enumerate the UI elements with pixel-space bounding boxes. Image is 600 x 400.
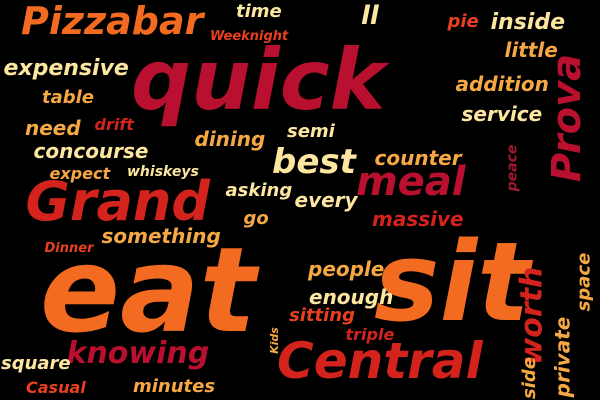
word-expect: expect xyxy=(49,164,111,183)
word-table: table xyxy=(42,87,95,108)
word-addition: addition xyxy=(455,72,549,96)
word-sit: sit xyxy=(374,218,530,346)
word-pie: pie xyxy=(447,11,479,32)
word-need: need xyxy=(25,116,81,140)
word-drift: drift xyxy=(94,115,134,134)
word-square: square xyxy=(1,353,71,374)
word-grand: Grand xyxy=(25,170,211,233)
word-knowing: knowing xyxy=(66,336,210,371)
word-whiskeys: whiskeys xyxy=(127,164,199,180)
word-dinner: Dinner xyxy=(44,240,94,256)
word-kids: Kids xyxy=(267,326,281,354)
word-time: time xyxy=(236,1,282,22)
word-central: Central xyxy=(277,332,483,390)
word-quick: quick xyxy=(131,31,386,129)
word-something: something xyxy=(101,224,221,248)
word-concourse: concourse xyxy=(33,139,149,163)
word-inside: inside xyxy=(490,10,566,35)
word-weeknight: Weeknight xyxy=(210,28,289,44)
word-best: best xyxy=(272,142,356,182)
word-casual: Casual xyxy=(26,378,86,397)
word-go: go xyxy=(243,208,269,229)
word-ll: ll xyxy=(361,1,379,31)
word-massive: massive xyxy=(372,207,464,231)
word-eat: eat xyxy=(40,221,257,359)
word-side: side xyxy=(518,357,540,399)
word-asking: asking xyxy=(225,180,293,201)
word-meal: meal xyxy=(356,159,466,205)
word-expensive: expensive xyxy=(3,56,129,81)
word-peace: peace xyxy=(503,144,520,192)
word-dining: dining xyxy=(194,127,266,151)
word-space: space xyxy=(572,252,594,312)
word-semi: semi xyxy=(287,121,335,142)
word-private: private xyxy=(549,316,574,398)
word-every: every xyxy=(294,188,358,212)
word-service: service xyxy=(461,102,543,126)
word-worth: worth xyxy=(513,266,549,366)
word-prova: Prova xyxy=(544,53,591,183)
word-enough: enough xyxy=(309,285,394,309)
word-sitting: sitting xyxy=(289,305,355,326)
word-little: little xyxy=(504,38,558,62)
word-counter: counter xyxy=(374,146,462,170)
word-minutes: minutes xyxy=(133,376,216,397)
word-pizzabar: Pizzabar xyxy=(21,0,204,43)
word-people: people xyxy=(308,257,385,281)
word-triple: triple xyxy=(345,325,395,344)
